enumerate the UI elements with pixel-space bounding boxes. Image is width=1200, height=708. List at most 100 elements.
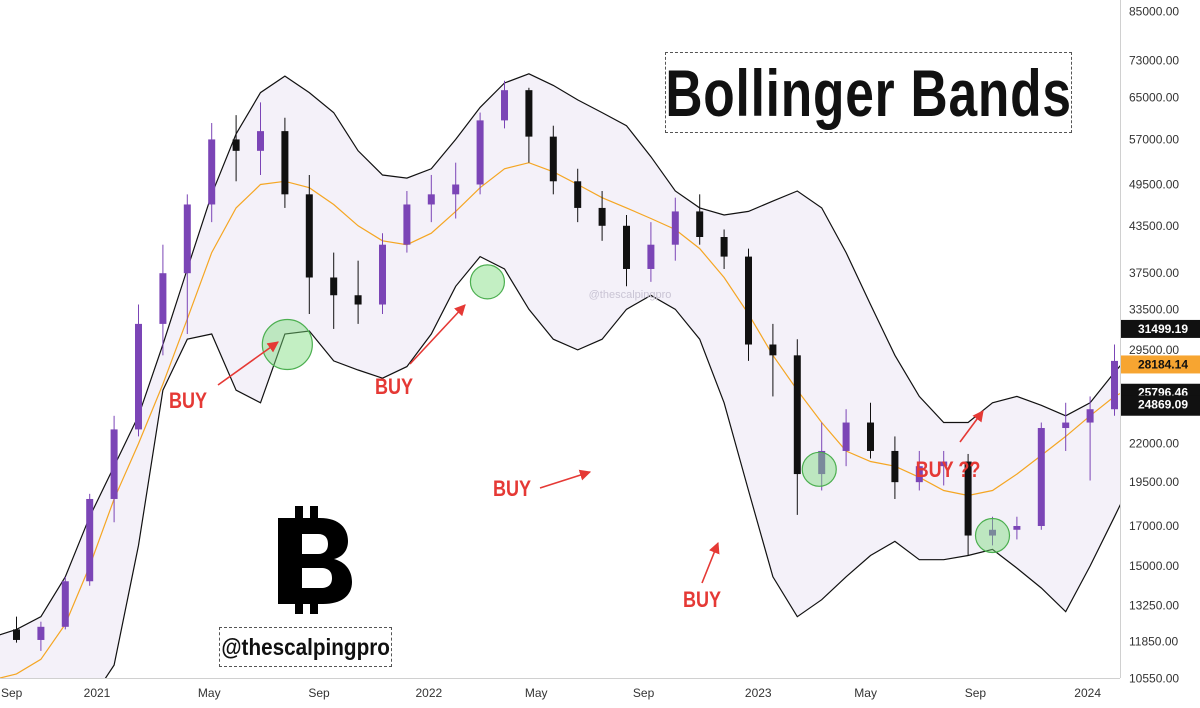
x-tick-label: 2021 xyxy=(84,686,111,700)
candle-body xyxy=(61,581,69,627)
y-tick-label: 22000.00 xyxy=(1129,437,1179,451)
candle xyxy=(1037,422,1045,530)
bollinger-band-lines xyxy=(0,73,1120,678)
candle-body xyxy=(305,194,313,278)
candle-body xyxy=(1111,360,1118,410)
handle-text: @thescalpingpro xyxy=(221,633,390,660)
candle xyxy=(232,115,240,182)
candle-body xyxy=(623,225,630,269)
candle-body xyxy=(135,323,142,430)
candle-body xyxy=(842,422,850,451)
candle xyxy=(330,252,338,329)
x-tick-label: Sep xyxy=(1,686,23,700)
candle xyxy=(183,194,191,335)
candle xyxy=(818,422,826,491)
candle xyxy=(476,112,484,195)
candle-body xyxy=(354,295,362,305)
price-label-text: 28184.14 xyxy=(1138,357,1188,371)
candle xyxy=(110,415,118,523)
lower-band-line xyxy=(104,255,1120,678)
candle xyxy=(769,323,777,397)
price-label: 31499.19 xyxy=(1121,319,1200,338)
candle-body xyxy=(891,450,899,483)
candle-body xyxy=(867,422,874,451)
candle xyxy=(281,117,289,208)
candle-body xyxy=(1086,409,1094,423)
candle xyxy=(989,516,996,546)
candle xyxy=(501,80,508,129)
upper-band-line xyxy=(0,73,1120,636)
candle xyxy=(257,102,264,175)
candle xyxy=(354,260,362,324)
candle-body xyxy=(13,629,20,640)
handle-box: @thescalpingpro xyxy=(219,627,392,667)
x-tick-label: 2022 xyxy=(416,686,443,700)
candle xyxy=(647,222,655,282)
candle-body xyxy=(427,194,435,205)
price-label-bg xyxy=(1121,395,1200,414)
candle xyxy=(745,248,752,361)
buy-signal-circle xyxy=(469,264,506,300)
candle-body xyxy=(452,184,460,195)
y-tick-label: 73000.00 xyxy=(1129,53,1179,67)
candle-body xyxy=(501,90,508,121)
candle xyxy=(915,450,923,491)
buy-arrow xyxy=(539,469,592,489)
candle xyxy=(574,168,582,223)
candle xyxy=(452,162,460,219)
candle-body xyxy=(525,90,533,137)
y-tick-label: 19500.00 xyxy=(1129,475,1179,489)
buy-label: BUY xyxy=(683,588,722,612)
y-tick-label: 15000.00 xyxy=(1129,559,1179,573)
bollinger-band-fill xyxy=(0,73,1120,678)
candle-body xyxy=(940,461,948,467)
watermark-layer: @thescalpingpro xyxy=(589,289,672,301)
middle-band-line xyxy=(0,162,1120,678)
y-tick-label: 17000.00 xyxy=(1129,519,1179,533)
price-label-bg xyxy=(1121,319,1200,338)
candle-body xyxy=(330,277,338,296)
x-tick-label: Sep xyxy=(633,686,655,700)
x-tick-label: May xyxy=(198,686,221,700)
candle xyxy=(940,450,948,486)
price-label-text: 31499.19 xyxy=(1138,322,1188,336)
x-tick-label: Sep xyxy=(965,686,987,700)
candle-body xyxy=(403,204,411,245)
candle xyxy=(549,125,557,195)
y-tick-label: 37500.00 xyxy=(1129,266,1179,280)
y-tick-label: 29500.00 xyxy=(1129,343,1179,357)
y-tick-label: 65000.00 xyxy=(1129,90,1179,104)
buy-label: BUY xyxy=(375,375,414,399)
candle xyxy=(671,197,679,261)
buy-signal-circle xyxy=(974,517,1011,554)
price-label-bg xyxy=(1121,355,1200,374)
y-tick-label: 49500.00 xyxy=(1129,177,1179,191)
candle xyxy=(403,191,411,253)
candle-body xyxy=(989,529,996,536)
title-box: Bollinger Bands xyxy=(665,52,1072,133)
candle-body xyxy=(476,120,484,185)
candle-body xyxy=(281,131,289,195)
candle-body xyxy=(574,181,582,208)
candle xyxy=(13,616,20,643)
buy-label: BUY ?? xyxy=(916,458,981,482)
candle-body xyxy=(86,498,94,582)
chart-watermark: @thescalpingpro xyxy=(589,289,672,301)
bitcoin-logo-icon xyxy=(262,500,362,620)
candle xyxy=(1111,344,1118,416)
candle xyxy=(867,402,874,459)
candle-body xyxy=(1062,422,1070,429)
candle-body xyxy=(1013,525,1021,530)
candle-body xyxy=(915,466,923,483)
candle xyxy=(379,233,386,315)
candle-body xyxy=(647,244,655,269)
x-tick-label: May xyxy=(854,686,877,700)
candle-body xyxy=(793,355,801,475)
candle-body xyxy=(1037,428,1045,526)
candles xyxy=(13,80,1118,651)
candle xyxy=(793,339,801,515)
buy-signal-circle xyxy=(261,318,313,371)
